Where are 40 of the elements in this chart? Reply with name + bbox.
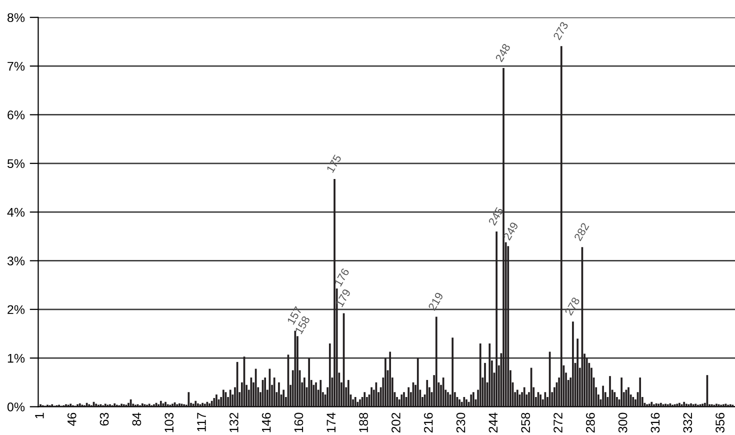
y-tick-label: 3%	[7, 256, 25, 266]
y-tick-label: 4%	[7, 208, 25, 217]
x-tick-label: 63	[100, 412, 109, 426]
x-tick-label: 84	[132, 412, 142, 426]
y-tick-label: 6%	[8, 110, 25, 120]
annotation: 278	[564, 296, 580, 316]
y-tick-label: 1%	[8, 354, 25, 363]
x-tick-label: 216	[424, 412, 433, 433]
x-tick-label: 46	[67, 412, 76, 426]
x-tick-label: 272	[554, 412, 562, 433]
x-tick-label: 244	[488, 412, 498, 433]
x-tick-label: 174	[326, 412, 336, 432]
x-tick-label: 103	[164, 412, 174, 432]
annotation: 176	[334, 268, 350, 287]
annotation: 179	[335, 288, 351, 308]
x-tick-label: 202	[392, 412, 400, 433]
annotation: 248	[495, 43, 511, 62]
x-tick-label: 316	[650, 412, 660, 433]
x-tick-label: 1	[35, 412, 44, 418]
annotation: 219	[428, 292, 444, 311]
y-tick-label: 7%	[8, 62, 25, 71]
x-tick-label: 258	[521, 412, 530, 433]
x-tick-label: 188	[359, 412, 368, 432]
y-tick-label: 0%	[7, 402, 25, 412]
x-tick-label: 332	[683, 412, 692, 433]
x-tick-label: 356	[716, 412, 724, 433]
y-tick-label: 5%	[7, 159, 25, 168]
x-tick-label: 300	[618, 412, 628, 433]
x-tick-label: 117	[197, 412, 206, 432]
x-tick-label: 230	[456, 412, 466, 433]
y-tick-label: 2%	[8, 305, 25, 314]
x-tick-label: 146	[262, 412, 271, 432]
annotation: 249	[502, 222, 518, 241]
annotation: 175	[326, 154, 342, 173]
x-tick-label: 132	[229, 412, 238, 432]
x-tick-label: 286	[586, 412, 595, 433]
x-tick-label: 160	[294, 412, 304, 432]
annotation: 273	[552, 21, 569, 40]
y-tick-label: 8%	[8, 13, 25, 22]
annotation: 282	[574, 222, 590, 242]
